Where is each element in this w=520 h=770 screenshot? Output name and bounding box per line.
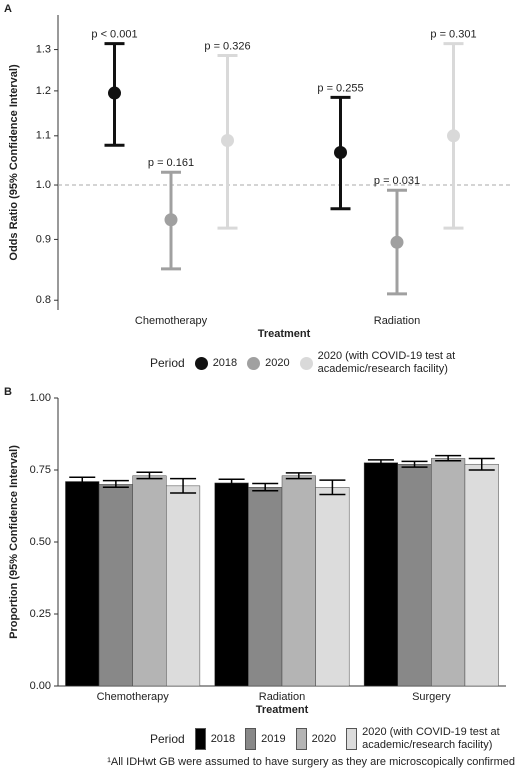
x-axis-title: Treatment <box>258 328 311 340</box>
legend-entry: 2019 <box>245 728 286 750</box>
p-value-label: p = 0.301 <box>430 29 476 41</box>
p-value-label: p = 0.326 <box>204 40 250 52</box>
y-tick-label: 0.25 <box>30 608 51 620</box>
bar <box>363 462 398 687</box>
legend-swatch <box>299 356 313 370</box>
legend-entry: 2020 (with COVID-19 test at academic/res… <box>346 726 510 752</box>
point <box>164 213 178 227</box>
bar <box>431 458 466 687</box>
legend-label: 2020 (with COVID-19 test at academic/res… <box>317 350 456 375</box>
point <box>221 134 234 148</box>
legend-entry: 2020 <box>247 356 290 370</box>
point <box>447 129 460 143</box>
footnote: ¹All IDHwt GB were assumed to have surge… <box>107 756 515 768</box>
y-tick-label: 1.3 <box>36 43 51 55</box>
legend-label: 2020 (with COVID-19 test at academic/res… <box>362 726 500 751</box>
point <box>108 86 121 100</box>
bar <box>98 484 133 687</box>
p-value-label: p = 0.031 <box>374 175 420 187</box>
legend-entry: 2018 <box>194 356 238 370</box>
legend-label: 2018 <box>212 356 238 369</box>
x-tick-label: Chemotherapy <box>135 315 208 327</box>
legend-swatch <box>247 356 261 370</box>
legend-title: Period <box>150 732 185 746</box>
legend-entry: 2020 (with COVID-19 test at academic/res… <box>299 350 486 376</box>
y-tick-label: 1.0 <box>36 179 51 191</box>
legend-swatch <box>346 728 358 750</box>
legend-label: 2019 <box>261 732 286 745</box>
x-tick-label: Radiation <box>259 691 305 703</box>
y-tick-label: 0.00 <box>30 680 51 692</box>
legend-label: 2018 <box>210 732 236 745</box>
y-tick-label: 0.50 <box>30 536 51 548</box>
point <box>334 146 347 160</box>
bar <box>464 463 499 687</box>
y-tick-label: 1.2 <box>36 85 51 97</box>
legend-swatch <box>194 728 206 750</box>
y-tick-label: 1.1 <box>36 130 51 142</box>
legend-swatch <box>295 728 307 750</box>
legend: Period 2018 2019 2020 2020 (with COVID-19 te… <box>150 726 520 752</box>
y-tick-label: 0.75 <box>30 464 51 476</box>
x-tick-label: Chemotherapy <box>97 691 170 703</box>
legend-entry: 2018 <box>194 728 236 750</box>
legend-entry: 2020 <box>295 728 337 750</box>
legend-title: Period <box>150 356 185 370</box>
legend: Period 2018 2020 2020 (with COVID-19 test a… <box>150 350 496 376</box>
point <box>390 235 404 249</box>
panel-label: B <box>4 386 12 398</box>
bar <box>132 475 167 687</box>
legend-label: 2020 <box>311 732 337 745</box>
y-tick-label: 0.9 <box>36 233 51 245</box>
x-axis-title: Treatment <box>256 704 309 716</box>
legend-label: 2020 <box>265 356 290 369</box>
x-tick-label: Radiation <box>374 315 420 327</box>
y-tick-label: 1.00 <box>30 392 51 404</box>
x-tick-label: Surgery <box>412 691 451 703</box>
legend-swatch <box>245 728 257 750</box>
bar <box>166 485 201 687</box>
legend-swatch <box>194 356 208 370</box>
bar <box>214 482 249 687</box>
p-value-label: p = 0.255 <box>317 82 363 94</box>
y-tick-label: 0.8 <box>36 294 51 306</box>
bar <box>65 481 100 687</box>
bar <box>397 463 432 687</box>
y-axis-title: Proportion (95% Confidence Interval) <box>8 445 20 639</box>
y-axis-title: Odds Ratio (95% Confidence Interval) <box>8 64 20 261</box>
bar <box>248 487 283 687</box>
bar <box>281 475 316 687</box>
panel-label: A <box>4 3 12 15</box>
bar <box>315 487 350 687</box>
p-value-label: p < 0.001 <box>91 29 137 41</box>
p-value-label: p = 0.161 <box>148 157 194 169</box>
